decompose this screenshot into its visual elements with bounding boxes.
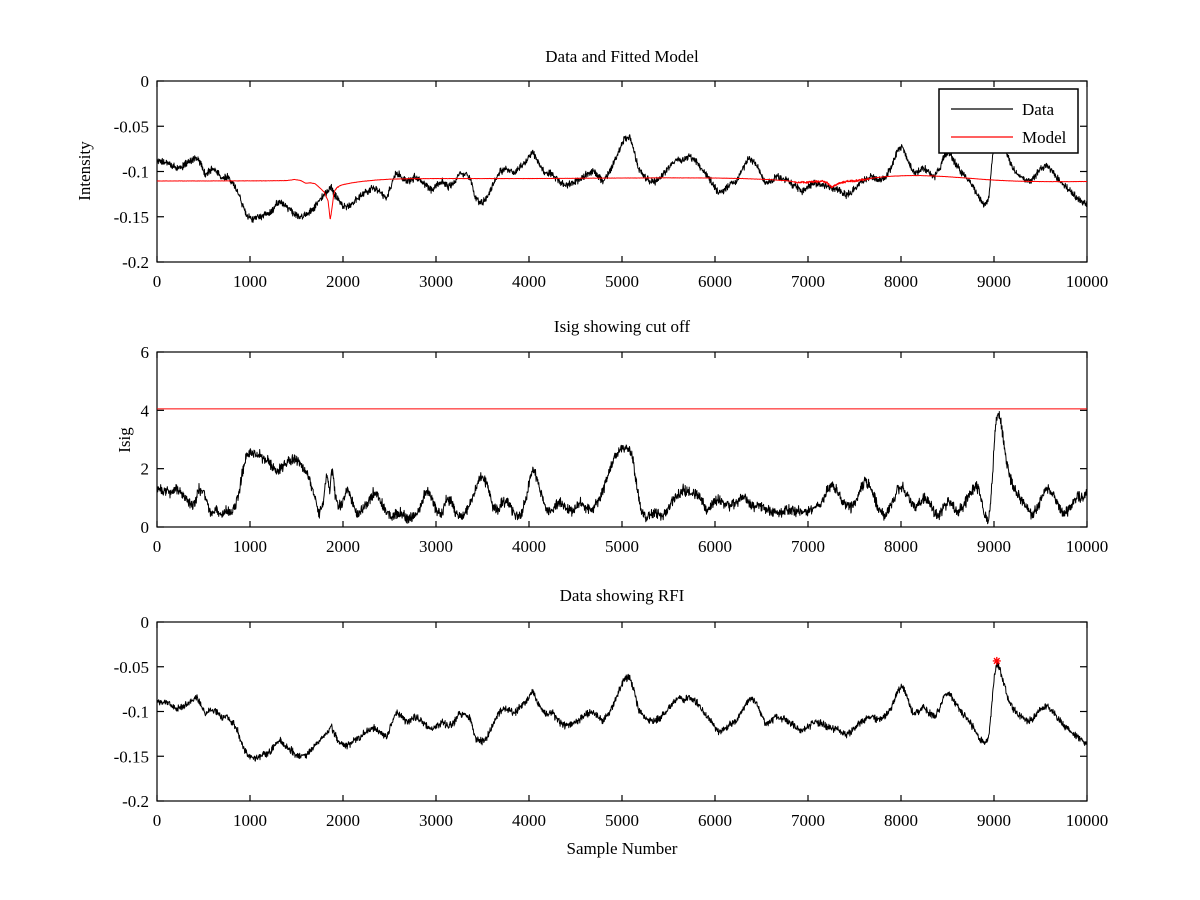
y-tick-label: 0: [141, 518, 150, 537]
x-tick-label: 1000: [233, 537, 267, 556]
legend-box: [938, 88, 1079, 154]
subplot2-axes: 0 1000 2000 3000 4000 5000 6000 7000 8000 9000 100…: [141, 343, 1109, 556]
x-tick-label: 2000: [326, 811, 360, 830]
rfi-marker: [992, 656, 1001, 665]
legend-label-model: Model: [1022, 128, 1067, 147]
x-tick-label: 3000: [419, 537, 453, 556]
y-tick-label: -0.05: [114, 658, 149, 677]
y-tick-label: -0.2: [122, 792, 149, 811]
y-tick-label: -0.1: [122, 703, 149, 722]
subplot1-axes: 0 1000 2000 3000 4000 5000 6000 7000 8000 9000 100…: [114, 72, 1109, 291]
x-tick-label: 0: [153, 272, 162, 291]
y-tick-label: 2: [141, 460, 150, 479]
x-tick-label: 9000: [977, 537, 1011, 556]
x-tick-label: 0: [153, 537, 162, 556]
x-tick-label: 2000: [326, 272, 360, 291]
subplot-isig-cutoff: Isig showing cut off Isig 0 1000 2000 3000 4…: [115, 317, 1108, 556]
y-tick-label: -0.05: [114, 117, 149, 136]
x-tick-label: 1000: [233, 272, 267, 291]
x-tick-label: 6000: [698, 537, 732, 556]
x-tick-label: 7000: [791, 272, 825, 291]
series-isig-line: [156, 411, 1088, 525]
marker-stroke: [993, 657, 1001, 665]
y-tick-label: 0: [141, 613, 150, 632]
series-data-line: [156, 120, 1088, 223]
x-tick-label: 8000: [884, 272, 918, 291]
x-tick-label: 9000: [977, 811, 1011, 830]
x-tick-label: 5000: [605, 272, 639, 291]
axes-box: [156, 621, 1088, 802]
x-tick-label: 3000: [419, 811, 453, 830]
y-tick-label: -0.2: [122, 253, 149, 272]
x-tick-label: 6000: [698, 272, 732, 291]
x-tick-label: 2000: [326, 537, 360, 556]
x-tick-label: 5000: [605, 537, 639, 556]
subplot-data-rfi: Data showing RFI 0 1000 2000 3000 4000 5000 60…: [114, 586, 1109, 858]
x-tick-label: 0: [153, 811, 162, 830]
legend: Data Model: [938, 88, 1079, 154]
subplot1-title: Data and Fitted Model: [545, 47, 699, 66]
subplot2-title: Isig showing cut off: [554, 317, 690, 336]
x-tick-label: 10000: [1066, 811, 1109, 830]
x-tick-label: 4000: [512, 537, 546, 556]
x-tick-label: 1000: [233, 811, 267, 830]
y-tick-label: 0: [141, 72, 150, 91]
series-data-line: [156, 661, 1088, 762]
x-tick-label: 7000: [791, 811, 825, 830]
x-tick-label: 5000: [605, 811, 639, 830]
x-axis-label: Sample Number: [567, 839, 678, 858]
y-tick-label: 6: [141, 343, 150, 362]
x-tick-label: 4000: [512, 272, 546, 291]
y-tick-label: -0.15: [114, 208, 149, 227]
x-tick-label: 10000: [1066, 537, 1109, 556]
y-tick-label: 4: [141, 401, 150, 420]
legend-label-data: Data: [1022, 100, 1055, 119]
subplot3-axes: 0 1000 2000 3000 4000 5000 6000 7000 8000 9000 100…: [114, 613, 1109, 830]
x-tick-label: 8000: [884, 811, 918, 830]
subplot3-title: Data showing RFI: [560, 586, 685, 605]
series-model-line: [156, 174, 1088, 220]
x-tick-label: 4000: [512, 811, 546, 830]
y-tick-label: -0.1: [122, 163, 149, 182]
subplot-data-and-fitted-model: Data and Fitted Model Intensity 0 1000 200…: [75, 47, 1108, 291]
x-tick-label: 9000: [977, 272, 1011, 291]
x-tick-label: 8000: [884, 537, 918, 556]
x-tick-label: 10000: [1066, 272, 1109, 291]
x-tick-label: 3000: [419, 272, 453, 291]
subplot1-ylabel: Intensity: [75, 141, 94, 201]
subplot2-ylabel: Isig: [115, 427, 134, 453]
x-tick-label: 7000: [791, 537, 825, 556]
x-tick-label: 6000: [698, 811, 732, 830]
y-tick-label: -0.15: [114, 747, 149, 766]
